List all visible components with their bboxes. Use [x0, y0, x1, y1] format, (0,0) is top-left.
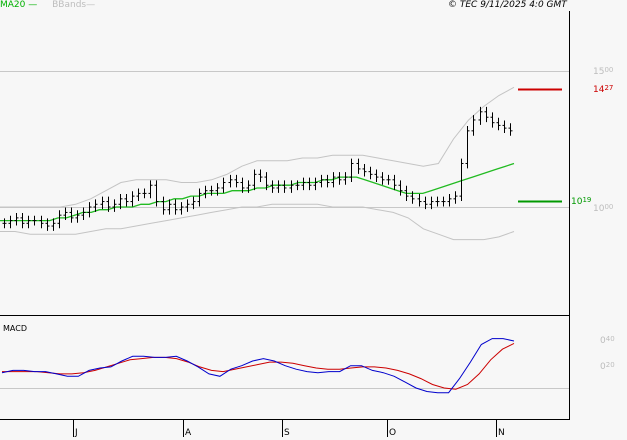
ohlc-bars	[2, 106, 513, 231]
price-tick-15: 1500	[593, 66, 614, 77]
chart-legend: MA20 — BBands—	[0, 0, 95, 11]
bollinger-lower-line	[0, 203, 515, 241]
resistance-label: 1427	[593, 84, 614, 95]
x-label-jul: J	[75, 428, 78, 438]
x-label-aug: A	[185, 428, 192, 438]
x-axis-ticks	[73, 420, 497, 437]
bollinger-upper-line	[0, 86, 515, 208]
legend-ma20: MA20 —	[0, 0, 38, 10]
x-label-oct: O	[389, 428, 397, 438]
x-label-sep: S	[284, 428, 290, 438]
legend-bbands-label: BBands	[52, 0, 87, 10]
legend-ma20-label: MA20	[0, 0, 26, 10]
price-tick-10: 1000	[593, 203, 614, 214]
legend-bbands: BBands—	[52, 0, 96, 10]
x-label-nov: N	[498, 428, 505, 438]
support-label: 1019	[571, 196, 592, 207]
macd-signal-line	[2, 342, 515, 390]
macd-line	[1, 338, 515, 394]
ma20-line	[0, 162, 515, 222]
macd-tick-040: 040	[600, 335, 615, 346]
macd-panel-title: MACD	[3, 324, 27, 333]
copyright-timestamp: © TEC 9/11/2025 4:0 GMT	[448, 0, 567, 10]
macd-tick-020: 020	[600, 361, 615, 372]
